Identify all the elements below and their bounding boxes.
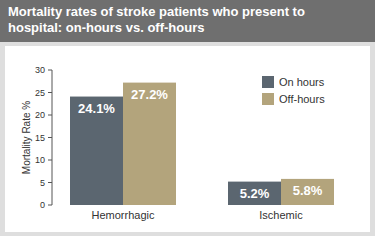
y-axis-label: Mortality Rate % bbox=[21, 101, 32, 174]
data-label: 27.2% bbox=[131, 87, 168, 102]
y-tick bbox=[48, 182, 52, 183]
legend: On hours Off-hours bbox=[262, 76, 325, 105]
y-tick-label: 0 bbox=[40, 200, 45, 210]
y-tick-label: 30 bbox=[35, 65, 45, 75]
data-label: 5.2% bbox=[240, 186, 270, 201]
y-tick bbox=[48, 160, 52, 161]
legend-label: Off-hours bbox=[279, 93, 325, 105]
y-tick-label: 20 bbox=[35, 110, 45, 120]
bars bbox=[70, 83, 334, 205]
bar bbox=[228, 182, 281, 205]
chart: 0 5 10 15 20 25 30 Mortality Rate % 24.1% 27.2% 5.… bbox=[0, 0, 375, 236]
y-tick-label: 25 bbox=[35, 88, 45, 98]
x-tick-label: Hemorrhagic bbox=[92, 209, 155, 221]
y-tick-label: 15 bbox=[35, 133, 45, 143]
legend-swatch bbox=[262, 93, 274, 105]
legend-swatch bbox=[262, 76, 274, 88]
bar bbox=[281, 179, 334, 205]
y-tick bbox=[48, 92, 52, 93]
y-tick-label: 5 bbox=[40, 178, 45, 188]
y-tick bbox=[48, 70, 52, 71]
data-label: 5.8% bbox=[293, 183, 323, 198]
y-tick bbox=[48, 137, 52, 138]
bar bbox=[123, 83, 176, 205]
y-tick bbox=[48, 205, 52, 206]
data-label: 24.1% bbox=[78, 101, 115, 116]
bar bbox=[70, 97, 123, 205]
x-tick-label: Ischemic bbox=[259, 209, 303, 221]
y-tick bbox=[48, 115, 52, 116]
legend-label: On hours bbox=[279, 76, 325, 88]
title: Mortality rates of stroke patients who p… bbox=[8, 4, 338, 36]
y-tick-label: 10 bbox=[35, 155, 45, 165]
